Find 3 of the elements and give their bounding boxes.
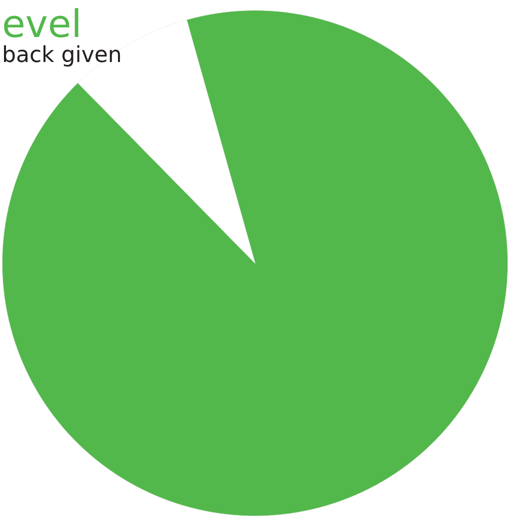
pie-slice xyxy=(2,10,508,516)
text: back given xyxy=(2,43,122,68)
chart-title: evel xyxy=(2,2,82,46)
